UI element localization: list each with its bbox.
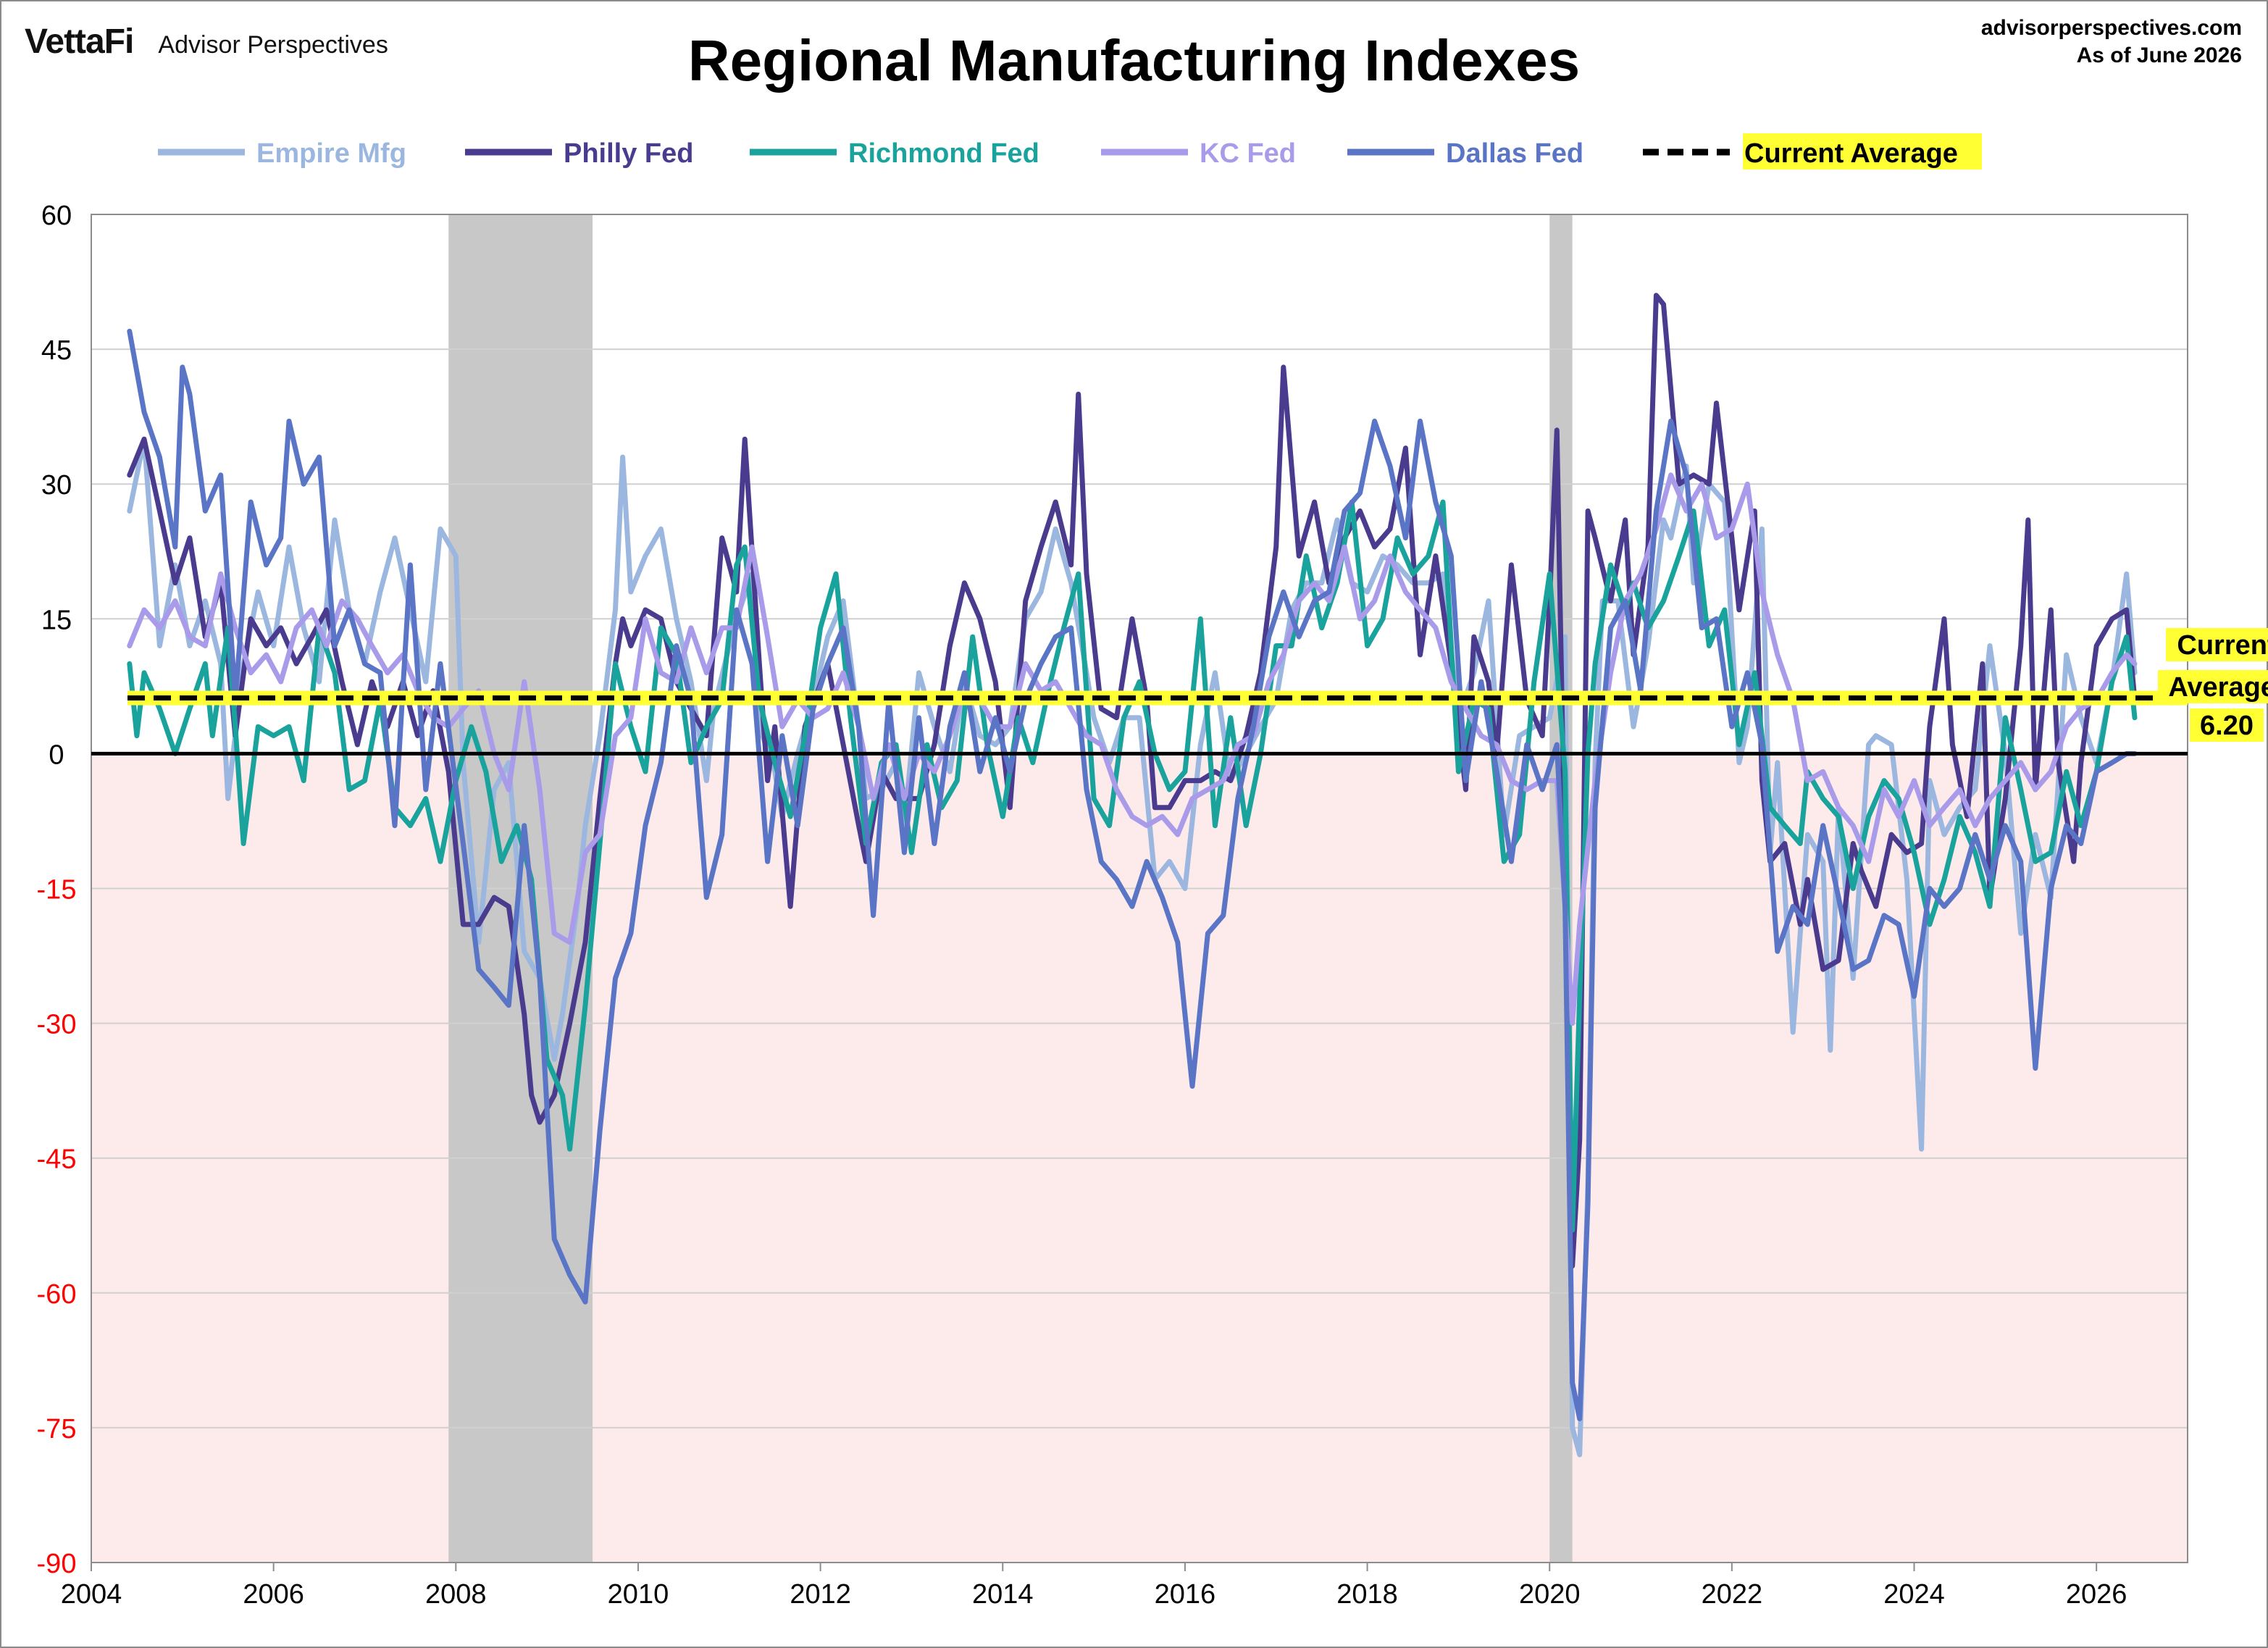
annotation-highlight [2158,670,2268,703]
source-info: advisorperspectives.com As of June 2026 [1981,14,2242,70]
y-tick-label: 45 [41,335,72,366]
legend-label: Current Average [1744,138,1958,169]
chart-title: Regional Manufacturing Indexes [687,28,1581,93]
x-tick-label: 2024 [1883,1579,1945,1610]
series-line-philly-fed [127,293,2138,1269]
plot-border [91,214,2188,1563]
legend-label: Dallas Fed [1446,138,1583,169]
series-line-dallas-fed [127,328,2138,1421]
y-tick-label: -45 [37,1145,77,1175]
brand-name: Advisor Perspectives [158,31,388,59]
legend-label: Philly Fed [564,138,693,169]
brand: VettaFi Advisor Perspectives [25,22,388,62]
legend-highlight [1743,133,1982,170]
x-tick-label: 2010 [608,1579,669,1610]
y-tick-label: 60 [41,201,72,231]
current-average-annotation: Current Average: 6.20 [2158,628,2268,742]
y-tick-label: -30 [37,1010,77,1040]
y-tick-label: 15 [41,605,72,635]
annotation-highlight [2166,628,2268,661]
legend-label: Empire Mfg [256,138,406,169]
legend-label: KC Fed [1200,138,1296,169]
y-tick-label: -90 [37,1549,77,1579]
x-tick-label: 2026 [2066,1579,2127,1610]
x-tick-label: 2014 [972,1579,1034,1610]
y-tick-label: -15 [37,875,77,905]
annotation-text: 6.20 [2200,711,2254,741]
source-url: advisorperspectives.com [1980,16,2242,40]
x-tick-label: 2006 [243,1579,304,1610]
annotation-text: Current [2177,630,2268,661]
y-tick-label: 30 [41,470,72,501]
x-tick-label: 2020 [1519,1579,1581,1610]
as-of-date: As of June 2026 [2076,43,2242,67]
y-tick-label: -60 [37,1279,77,1310]
legend: Empire Mfg Philly Fed Richmond Fed KC Fed Da… [158,133,1982,170]
x-tick-label: 2018 [1336,1579,1398,1610]
x-tick-label: 2022 [1702,1579,1763,1610]
x-tick-label: 2012 [790,1579,851,1610]
y-tick-label: 0 [49,740,64,770]
x-tick-label: 2016 [1155,1579,1216,1610]
vettafi-logo: VettaFi [25,22,134,61]
series-line-kc-fed [127,472,2138,1026]
x-tick-label: 2008 [425,1579,487,1610]
annotation-text: Average: [2168,672,2268,703]
legend-label: Richmond Fed [848,138,1039,169]
annotation-highlight [2190,708,2264,742]
y-tick-label: -75 [37,1414,77,1444]
x-tick-label: 2004 [61,1579,122,1610]
